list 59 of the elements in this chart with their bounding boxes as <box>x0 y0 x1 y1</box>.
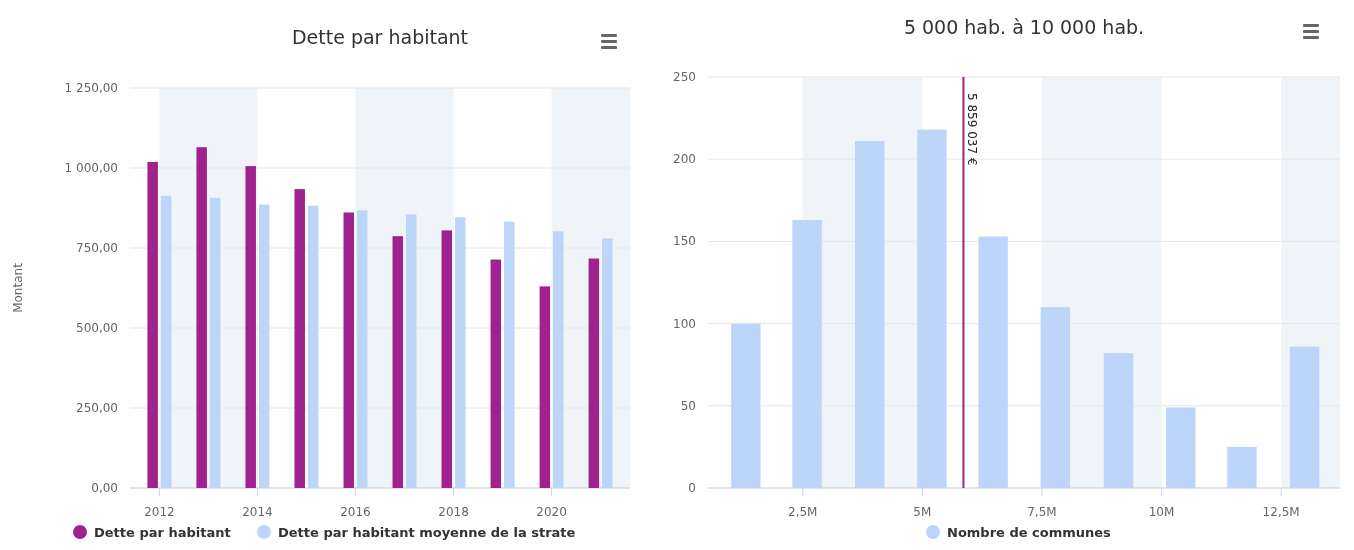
chart-title: 5 000 hab. à 10 000 hab. <box>903 16 1145 38</box>
y-axis-title: Montant <box>11 262 25 313</box>
y-tick-label: 250 <box>673 70 696 84</box>
bar <box>855 141 885 488</box>
bar <box>792 220 822 488</box>
bar <box>731 323 761 488</box>
legend-label: Dette par habitant moyenne de la strate <box>278 525 576 540</box>
bar <box>294 189 305 488</box>
bar <box>1103 353 1134 488</box>
x-tick-label: 2016 <box>340 505 371 519</box>
bar <box>441 230 453 488</box>
x-tick-label: 12,5M <box>1262 505 1300 519</box>
bar <box>1227 446 1257 488</box>
y-tick-label: 1 250,00 <box>64 81 118 95</box>
bar <box>588 258 600 488</box>
bar <box>539 286 551 488</box>
y-tick-label: 750,00 <box>76 241 118 255</box>
legend-label: Nombre de communes <box>947 525 1112 540</box>
y-tick-label: 250,00 <box>76 401 118 415</box>
bar <box>245 166 256 488</box>
bar <box>196 147 207 488</box>
chart-title: Dette par habitant <box>291 26 469 48</box>
bar <box>490 259 502 488</box>
ref-line-label: 5 859 037 € <box>965 93 980 166</box>
bar <box>160 195 172 488</box>
y-tick-label: 150 <box>673 234 696 249</box>
x-tick-label: 2020 <box>536 505 567 519</box>
bar <box>1289 346 1320 488</box>
x-tick-label: 2012 <box>144 505 175 519</box>
bar <box>553 231 564 488</box>
x-tick-label: 7,5M <box>1027 505 1057 519</box>
y-tick-label: 200 <box>673 152 696 167</box>
bar <box>147 161 158 488</box>
x-tick-label: 5M <box>913 505 932 519</box>
bar <box>455 217 466 488</box>
bar <box>392 236 404 488</box>
x-tick-label: 10M <box>1148 505 1175 519</box>
x-tick-label: 2,5M <box>788 505 818 519</box>
y-tick-label: 0 <box>688 481 696 495</box>
bar <box>209 197 221 488</box>
bar <box>602 238 613 488</box>
bar <box>917 129 947 488</box>
y-tick-label: 100 <box>673 316 696 331</box>
x-tick-label: 2014 <box>242 505 273 519</box>
legend-label: Dette par habitant <box>94 525 231 540</box>
x-tick-label: 2018 <box>438 505 469 519</box>
y-tick-label: 0,00 <box>91 481 118 495</box>
bar <box>343 212 354 488</box>
bar <box>307 205 319 488</box>
y-tick-label: 1 000,00 <box>64 161 118 175</box>
y-tick-label: 500,00 <box>76 321 118 335</box>
y-tick-label: 50 <box>680 398 696 413</box>
bar <box>978 236 1008 488</box>
bar <box>504 221 515 488</box>
bar <box>1165 407 1196 488</box>
bar <box>1040 307 1071 488</box>
bar <box>406 214 417 488</box>
bar <box>356 210 368 488</box>
bar <box>258 204 270 488</box>
